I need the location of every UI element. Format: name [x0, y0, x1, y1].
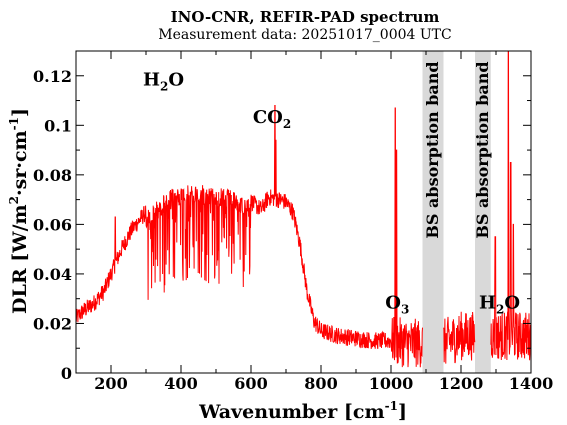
molecule-annotations: H2O CO2 O3 H2O	[143, 70, 520, 317]
y-tick-label: 0.02	[33, 314, 72, 333]
y-tick-label: 0.12	[33, 67, 72, 86]
plot-frame	[75, 50, 532, 374]
y-tick-label: 0.06	[33, 215, 72, 234]
x-tick-label: 1000	[369, 374, 414, 393]
x-tick-label: 800	[304, 374, 337, 393]
spectrum-line	[75, 50, 532, 368]
bs-absorption-band-label-2: BS absorption band	[473, 61, 492, 238]
x-tick-label: 400	[164, 374, 197, 393]
spectrum-data	[75, 50, 532, 368]
chart-subtitle: Measurement data: 20251017_0004 UTC	[158, 27, 451, 43]
h2o-left-annotation: H2O	[143, 70, 184, 94]
y-axis-label: DLR [W/m2·sr·cm-1]	[7, 108, 31, 314]
y-tick-label: 0.08	[33, 166, 72, 185]
bs-absorption-band-2	[475, 51, 491, 373]
bs-absorption-band-label-1: BS absorption band	[423, 61, 442, 238]
absorption-bands	[422, 51, 491, 373]
y-tick-label: 0.04	[33, 265, 72, 284]
y-tick-label: 0	[61, 364, 72, 383]
h2o-right-annotation: H2O	[479, 293, 520, 317]
chart-title: INO-CNR, REFIR-PAD spectrum	[171, 8, 440, 26]
y-tick-label: 0.1	[44, 116, 72, 135]
bs-absorption-band-1	[422, 51, 444, 373]
x-tick-label: 600	[234, 374, 267, 393]
x-tick-label: 1400	[509, 374, 554, 393]
x-axis-label: Wavenumber [cm-1]	[198, 399, 407, 423]
band-labels: BS absorption band BS absorption band	[423, 61, 492, 238]
axis-ticks: 200 400 600 800 1000 1200 1400 0 0.02 0.04 0.06 0.0…	[33, 51, 553, 393]
x-tick-label: 200	[94, 374, 127, 393]
o3-annotation: O3	[385, 293, 409, 317]
co2-annotation: CO2	[253, 107, 291, 131]
x-tick-label: 1200	[439, 374, 484, 393]
